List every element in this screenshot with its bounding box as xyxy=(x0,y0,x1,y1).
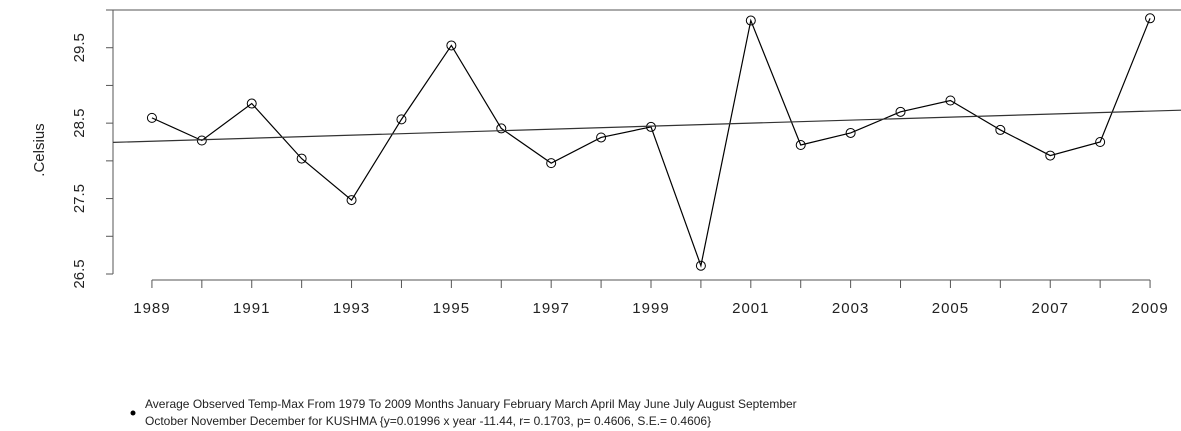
x-tick-label: 1993 xyxy=(333,300,370,317)
x-tick-label: 2007 xyxy=(1032,300,1069,317)
legend-text: October November December for KUSHMA {y=… xyxy=(145,414,711,428)
data-point xyxy=(196,135,207,146)
x-tick-label: 2005 xyxy=(932,300,969,317)
data-point xyxy=(246,98,257,109)
data-point xyxy=(346,195,357,206)
data-point xyxy=(845,127,856,138)
data-point xyxy=(496,123,507,134)
data-point xyxy=(546,158,557,169)
x-tick-label: 1991 xyxy=(233,300,270,317)
y-axis-label: .Celsius xyxy=(31,123,48,176)
data-point xyxy=(645,121,656,132)
data-point xyxy=(396,114,407,125)
legend-bullet xyxy=(130,410,136,416)
data-point xyxy=(795,140,806,151)
y-tick-label: 29.5 xyxy=(71,33,88,62)
y-tick-label: 28.5 xyxy=(71,109,88,138)
x-tick-label: 2009 xyxy=(1131,300,1168,317)
data-point xyxy=(1145,13,1156,24)
data-point xyxy=(1095,137,1106,147)
data-point xyxy=(745,15,756,26)
data-point xyxy=(995,124,1006,135)
data-point xyxy=(895,106,906,117)
data-point xyxy=(695,260,706,271)
x-tick-label: 1997 xyxy=(532,300,569,317)
x-tick-label: 2003 xyxy=(832,300,869,317)
data-point xyxy=(296,153,307,164)
data-point xyxy=(596,132,607,143)
y-tick-label: 27.5 xyxy=(71,184,88,213)
trend-line xyxy=(112,109,1181,143)
legend-text: Average Observed Temp-Max From 1979 To 2… xyxy=(145,397,797,411)
data-point xyxy=(146,112,157,123)
x-tick-label: 1999 xyxy=(632,300,669,317)
data-point xyxy=(1045,150,1056,161)
data-point xyxy=(945,95,956,106)
x-tick-label: 2001 xyxy=(732,300,769,317)
data-point xyxy=(446,40,457,51)
x-tick-label: 1989 xyxy=(133,300,170,317)
data-line xyxy=(151,18,1151,268)
y-tick-label: 26.5 xyxy=(71,259,88,288)
x-tick-label: 1995 xyxy=(433,300,470,317)
